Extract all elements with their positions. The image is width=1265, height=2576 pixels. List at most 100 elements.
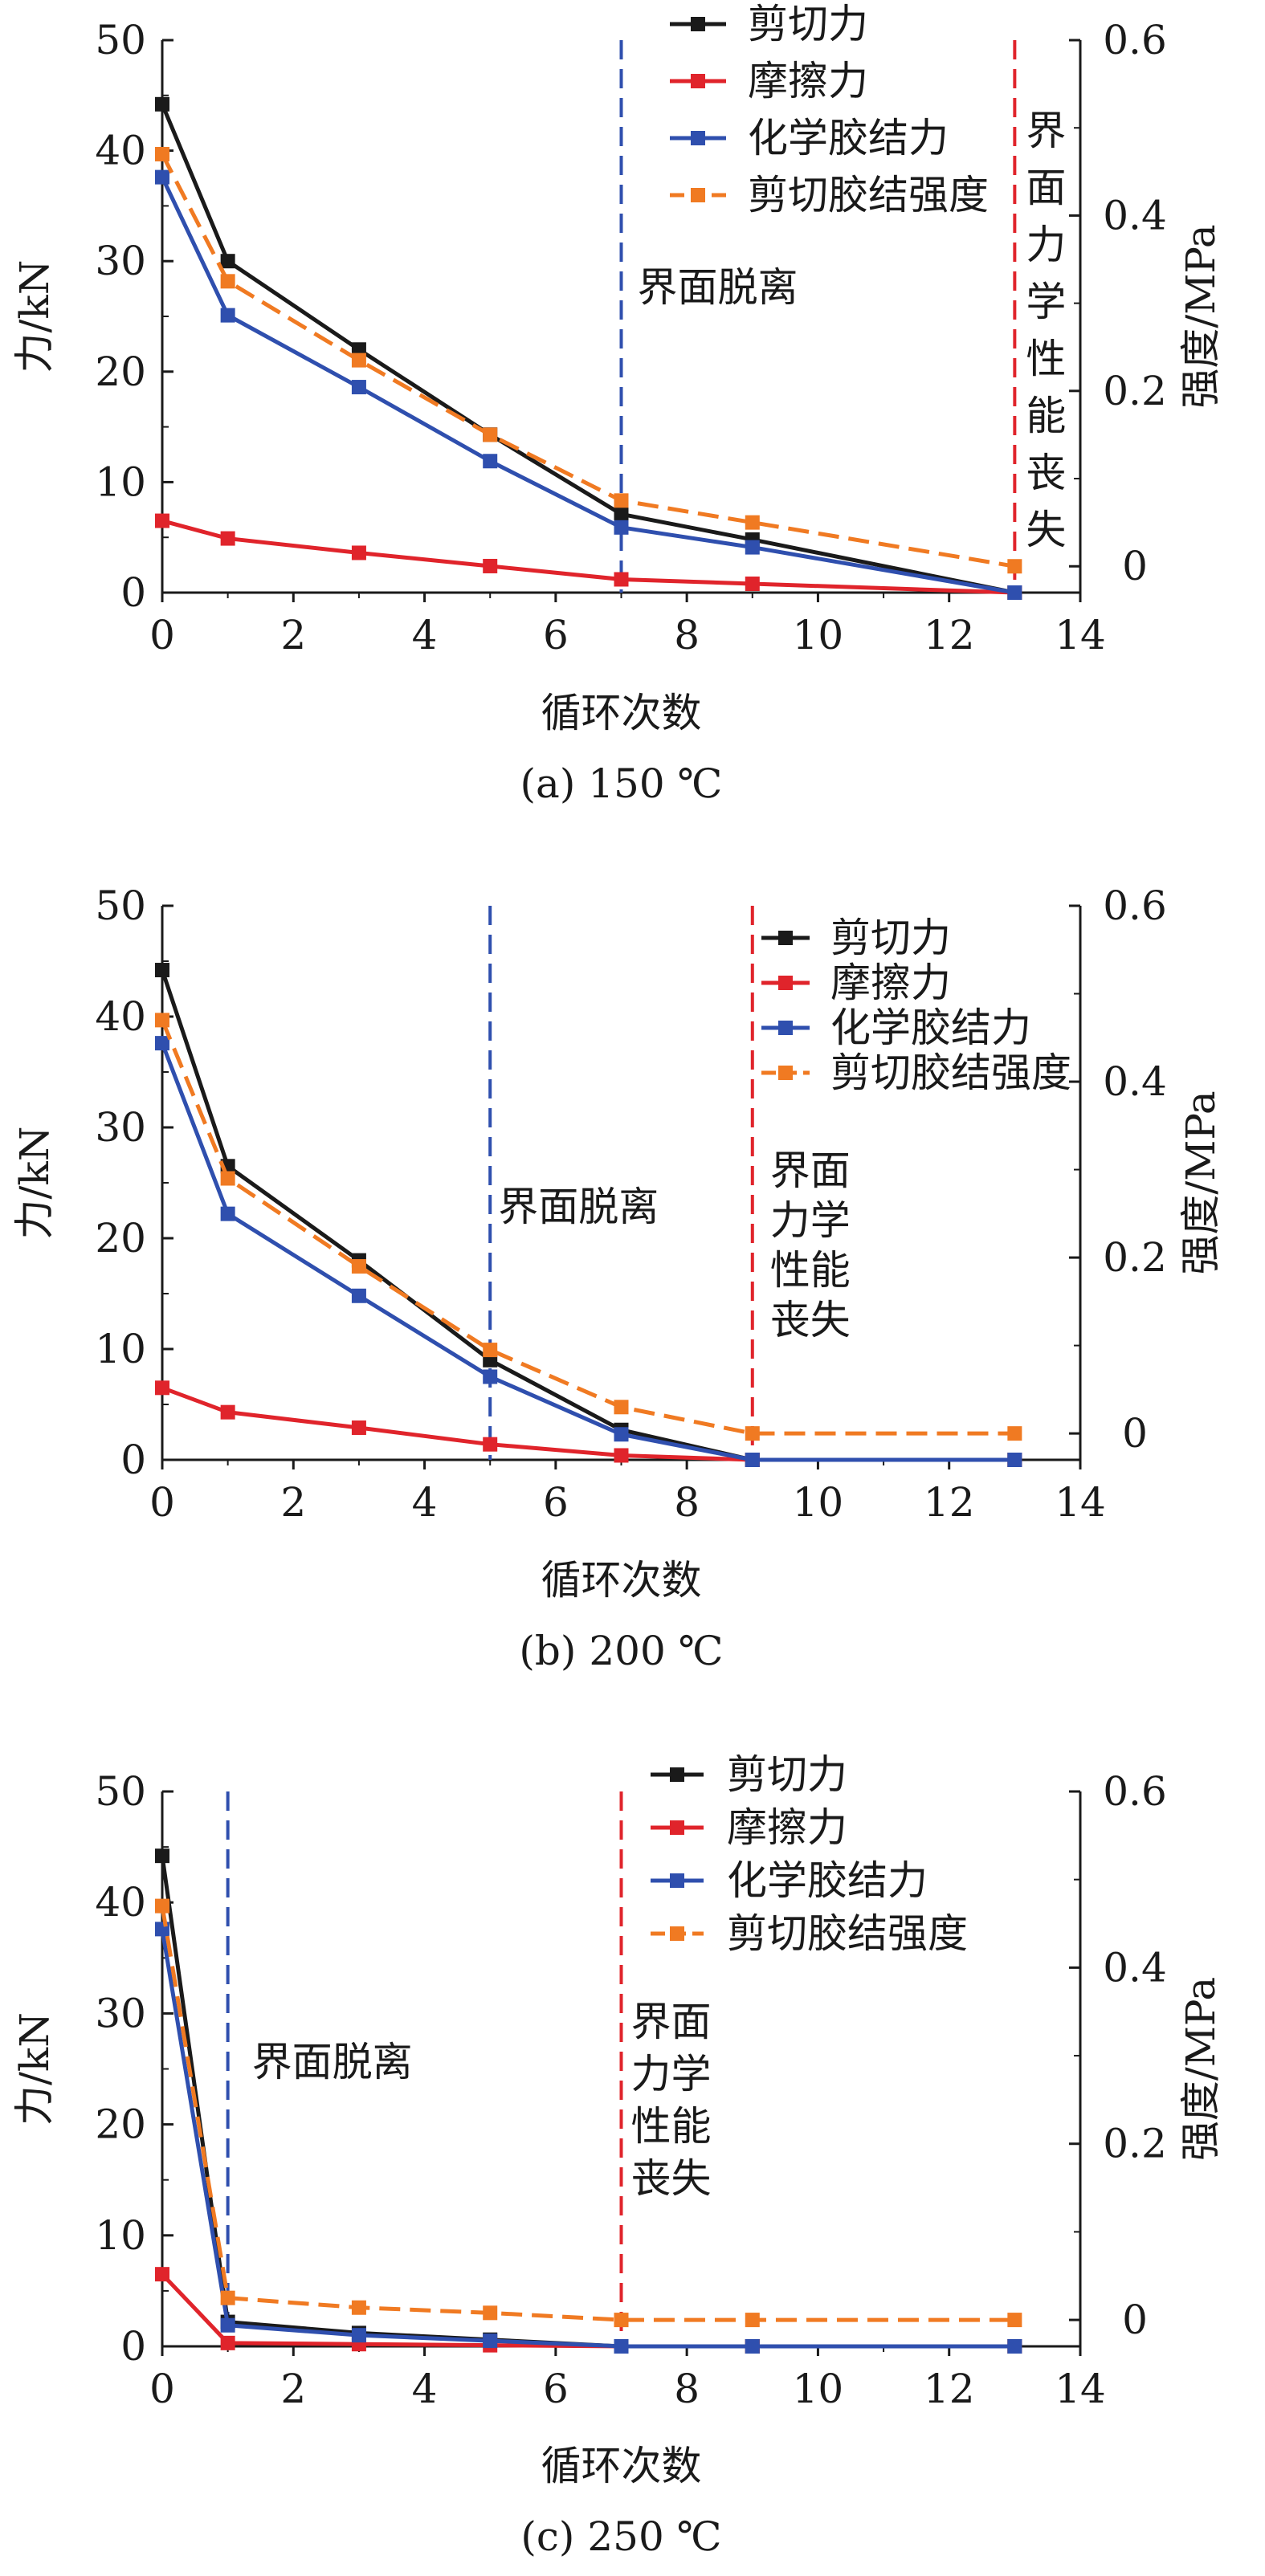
reference-line-label: 界面脱离 [498, 1184, 659, 1230]
legend-marker [778, 1066, 793, 1080]
data-point [155, 96, 169, 112]
x-axis-label: 循环次数 [541, 2443, 702, 2489]
x-tick-label: 10 [793, 2366, 844, 2412]
y-tick-label: 40 [95, 128, 146, 174]
y2-tick-label: 0.2 [1103, 2121, 1167, 2167]
y-axis-label: 力/kN [11, 2012, 58, 2126]
y2-tick-label: 0 [1122, 1410, 1148, 1457]
y-tick-label: 20 [95, 348, 146, 395]
reference-line-label: 界面脱离 [638, 264, 798, 311]
y2-tick-label: 0.4 [1103, 1058, 1167, 1105]
data-point [220, 2317, 235, 2333]
y2-tick-label: 0.4 [1103, 192, 1167, 238]
x-tick-label: 14 [1055, 2366, 1106, 2412]
reference-line-label: 界面力学性能丧失 [770, 1147, 851, 1343]
x-tick-label: 12 [924, 612, 975, 658]
chart-caption: (a) 150 ℃ [520, 760, 723, 807]
data-point [483, 558, 498, 573]
data-point [745, 1426, 760, 1441]
y-tick-label: 0 [120, 569, 146, 616]
label-line: 力学 [631, 2051, 712, 2097]
label-line: 性能 [770, 1247, 851, 1294]
data-point [745, 576, 760, 591]
data-point [614, 1427, 629, 1442]
data-point [745, 515, 760, 530]
legend-marker [691, 188, 705, 202]
reference-line-label: 界面力学性能丧失 [1026, 108, 1066, 553]
x-tick-label: 4 [412, 1479, 438, 1526]
x-tick-label: 8 [674, 2366, 700, 2412]
legend-label: 化学胶结力 [830, 1005, 1031, 1051]
chart-caption: (c) 250 ℃ [520, 2513, 721, 2560]
legend-label: 化学胶结力 [748, 115, 949, 161]
y-tick-label: 30 [95, 238, 146, 284]
data-point [614, 493, 629, 508]
data-point [220, 2335, 235, 2350]
data-point [483, 2333, 498, 2349]
data-point [155, 1898, 169, 1914]
data-point [220, 531, 235, 546]
x-tick-label: 4 [412, 612, 438, 658]
legend-label: 剪切力 [748, 1, 868, 47]
series-line [160, 1928, 1015, 2349]
x-tick-label: 12 [924, 1479, 975, 1526]
series-line [161, 1385, 1015, 1462]
data-point [614, 2339, 629, 2354]
data-point [220, 1206, 235, 1221]
y-tick-label: 20 [95, 2101, 146, 2148]
label-line: 力学 [770, 1197, 851, 1244]
data-point [614, 572, 629, 587]
data-point [155, 513, 169, 528]
label-char: 学 [1026, 279, 1066, 325]
data-point [155, 1848, 169, 1864]
y-tick-label: 10 [95, 459, 146, 505]
data-point [483, 1369, 498, 1384]
legend-marker [691, 131, 705, 145]
legend-label: 化学胶结力 [727, 1857, 928, 1904]
y-tick-label: 40 [95, 1879, 146, 1926]
legend-label: 剪切力 [830, 915, 951, 961]
data-point [155, 1380, 169, 1396]
data-point [483, 1437, 498, 1452]
y2-tick-label: 0.2 [1103, 368, 1167, 414]
label-line: 界面 [770, 1147, 851, 1194]
legend-label: 摩擦力 [748, 58, 868, 104]
legend-marker [778, 931, 793, 945]
x-axis-label: 循环次数 [541, 690, 702, 736]
label-char: 力 [1026, 222, 1066, 268]
legend-marker [778, 976, 793, 990]
y-tick-label: 40 [95, 993, 146, 1040]
data-point [614, 2313, 629, 2328]
data-point [745, 2313, 760, 2328]
label-char: 丧 [1026, 450, 1066, 496]
legend-label: 摩擦力 [727, 1804, 847, 1851]
legend-label: 剪切胶结强度 [727, 1910, 968, 1957]
label-line: 性能 [631, 2103, 712, 2150]
series-line [160, 1042, 1015, 1462]
data-point [220, 1171, 235, 1186]
legend-marker [778, 1021, 793, 1035]
y2-tick-label: 0.4 [1103, 1944, 1167, 1991]
data-point [351, 2328, 366, 2343]
legend-marker [670, 1767, 684, 1782]
data-point [220, 308, 235, 323]
data-point [614, 1448, 629, 1463]
y-tick-label: 50 [95, 1768, 146, 1815]
x-tick-label: 4 [412, 2366, 438, 2412]
y-tick-label: 10 [95, 1326, 146, 1372]
reference-line-label: 界面力学性能丧失 [631, 1999, 712, 2202]
data-point [155, 1013, 169, 1028]
label-line: 丧失 [631, 2155, 712, 2202]
data-point [1007, 2313, 1022, 2328]
series-line [160, 176, 1015, 595]
x-tick-label: 2 [280, 1479, 306, 1526]
series-line [160, 1906, 1015, 2322]
y-tick-label: 0 [120, 2323, 146, 2370]
x-tick-label: 8 [674, 612, 700, 658]
x-tick-label: 0 [149, 1479, 175, 1526]
label-char: 面 [1026, 165, 1066, 211]
y2-tick-label: 0.6 [1103, 1768, 1167, 1815]
